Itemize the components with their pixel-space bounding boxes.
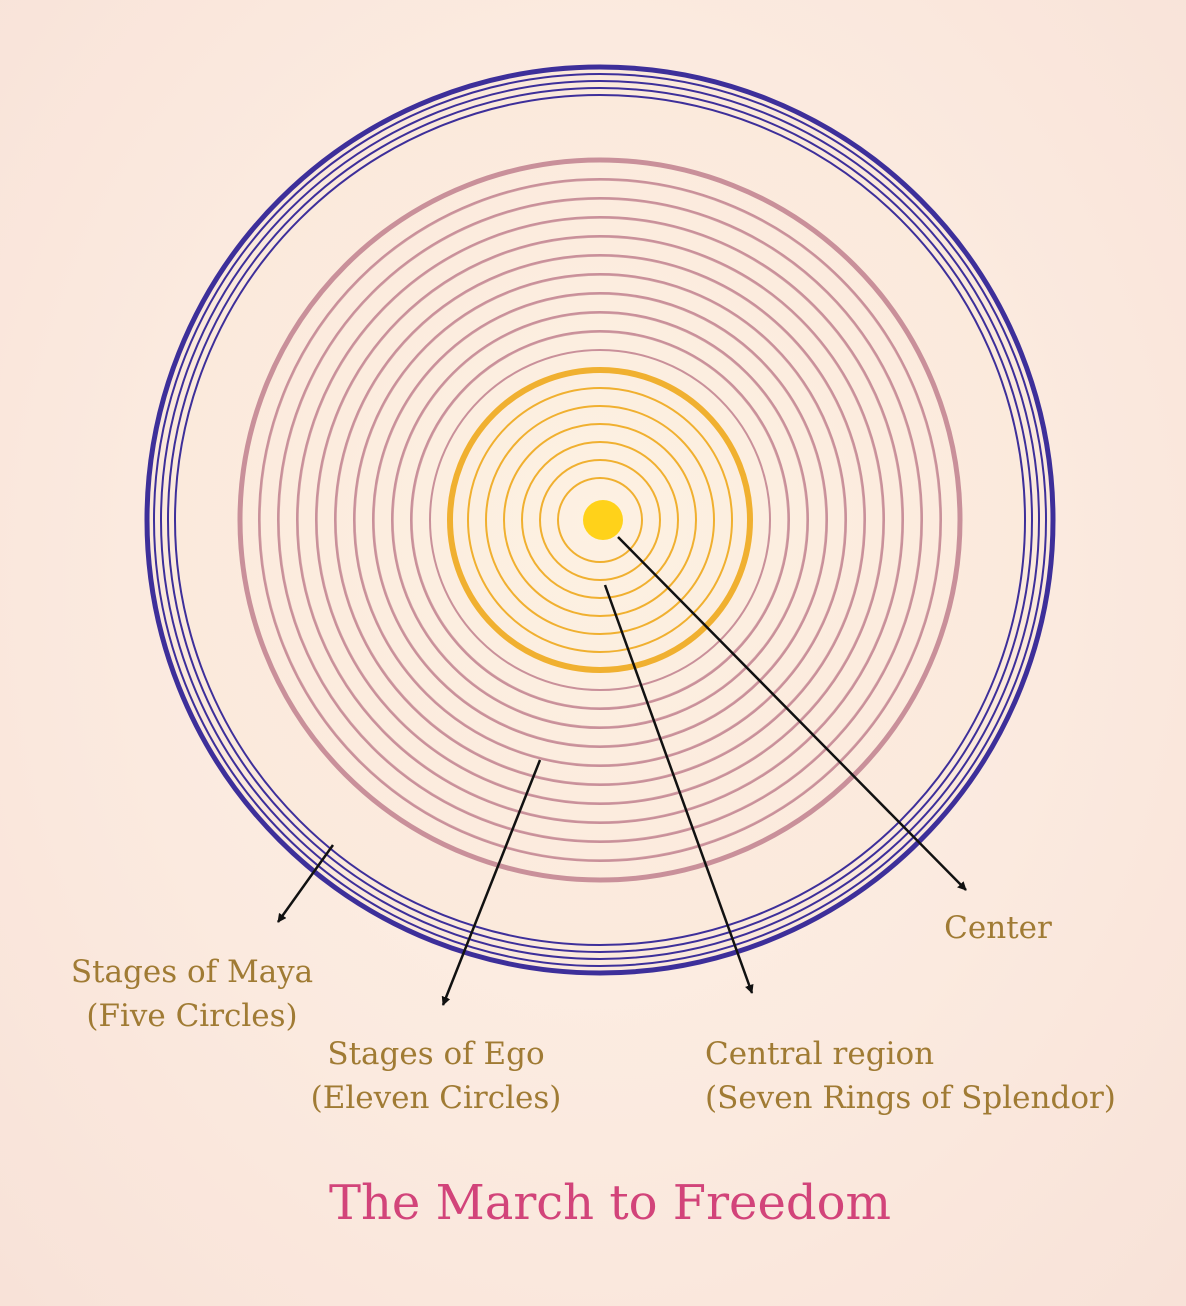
splendor-ring-5 bbox=[521, 441, 679, 599]
arrow-ego bbox=[441, 759, 542, 1006]
ego-ring-2 bbox=[258, 178, 942, 862]
maya-label-line2: (Five Circles) bbox=[86, 998, 298, 1034]
ego-ring-fine-4 bbox=[297, 217, 903, 823]
center-dot bbox=[583, 500, 623, 540]
maya-label-line1: Stages of Maya bbox=[70, 954, 314, 990]
ego-ring-7 bbox=[353, 273, 847, 767]
central-region-label-line2: (Seven Rings of Splendor) bbox=[705, 1080, 1116, 1116]
ego-label: Stages of Ego (Eleven Circles) bbox=[311, 1032, 562, 1120]
ego-ring-fine-2 bbox=[259, 179, 941, 861]
maya-ring-1 bbox=[144, 64, 1056, 976]
ego-ring-fine-3 bbox=[278, 198, 922, 842]
splendor-ring-1 bbox=[447, 367, 753, 673]
ego-ring-8 bbox=[372, 292, 828, 748]
ego-ring-fine-7 bbox=[354, 274, 846, 766]
center-label: Center bbox=[944, 906, 1052, 950]
ego-ring-10 bbox=[410, 330, 790, 710]
maya-label: Stages of Maya (Five Circles) bbox=[71, 950, 313, 1038]
maya-rings bbox=[144, 64, 1056, 976]
splendor-ring-2 bbox=[467, 387, 733, 653]
ego-ring-fine-8 bbox=[373, 293, 827, 747]
ego-ring-fine-1 bbox=[240, 160, 960, 880]
ego-ring-4 bbox=[296, 216, 904, 824]
ego-label-line1: Stages of Ego bbox=[327, 1036, 545, 1072]
splendor-ring-7 bbox=[557, 477, 643, 563]
ego-ring-11 bbox=[429, 349, 771, 691]
ego-ring-3 bbox=[277, 197, 923, 843]
arrow-central-region bbox=[603, 584, 754, 994]
maya-ring-5 bbox=[174, 94, 1026, 946]
maya-ring-4 bbox=[167, 87, 1033, 953]
central-region-label: Central region (Seven Rings of Splendor) bbox=[705, 1032, 1116, 1120]
diagram-title: The March to Freedom bbox=[328, 1175, 892, 1231]
ego-rings bbox=[237, 157, 963, 883]
ego-ring-fine-10 bbox=[411, 331, 789, 709]
arrow-center bbox=[617, 536, 967, 891]
ego-ring-fine-9 bbox=[392, 312, 808, 728]
center-label-text: Center bbox=[944, 910, 1052, 946]
ego-ring-1 bbox=[237, 157, 963, 883]
splendor-ring-3 bbox=[485, 405, 715, 635]
ego-ring-fine-6 bbox=[335, 255, 865, 785]
splendor-ring-6 bbox=[539, 459, 661, 581]
splendor-ring-4 bbox=[503, 423, 697, 617]
arrow-maya bbox=[276, 844, 335, 923]
ego-label-line2: (Eleven Circles) bbox=[310, 1080, 562, 1116]
ego-ring-5 bbox=[315, 235, 885, 805]
splendor-rings bbox=[447, 367, 753, 673]
maya-ring-2 bbox=[153, 73, 1047, 967]
ego-ring-fine-5 bbox=[316, 236, 884, 804]
ego-ring-9 bbox=[391, 311, 809, 729]
central-region-label-line1: Central region bbox=[705, 1036, 935, 1072]
maya-ring-3 bbox=[160, 80, 1040, 960]
ego-ring-6 bbox=[334, 254, 866, 786]
